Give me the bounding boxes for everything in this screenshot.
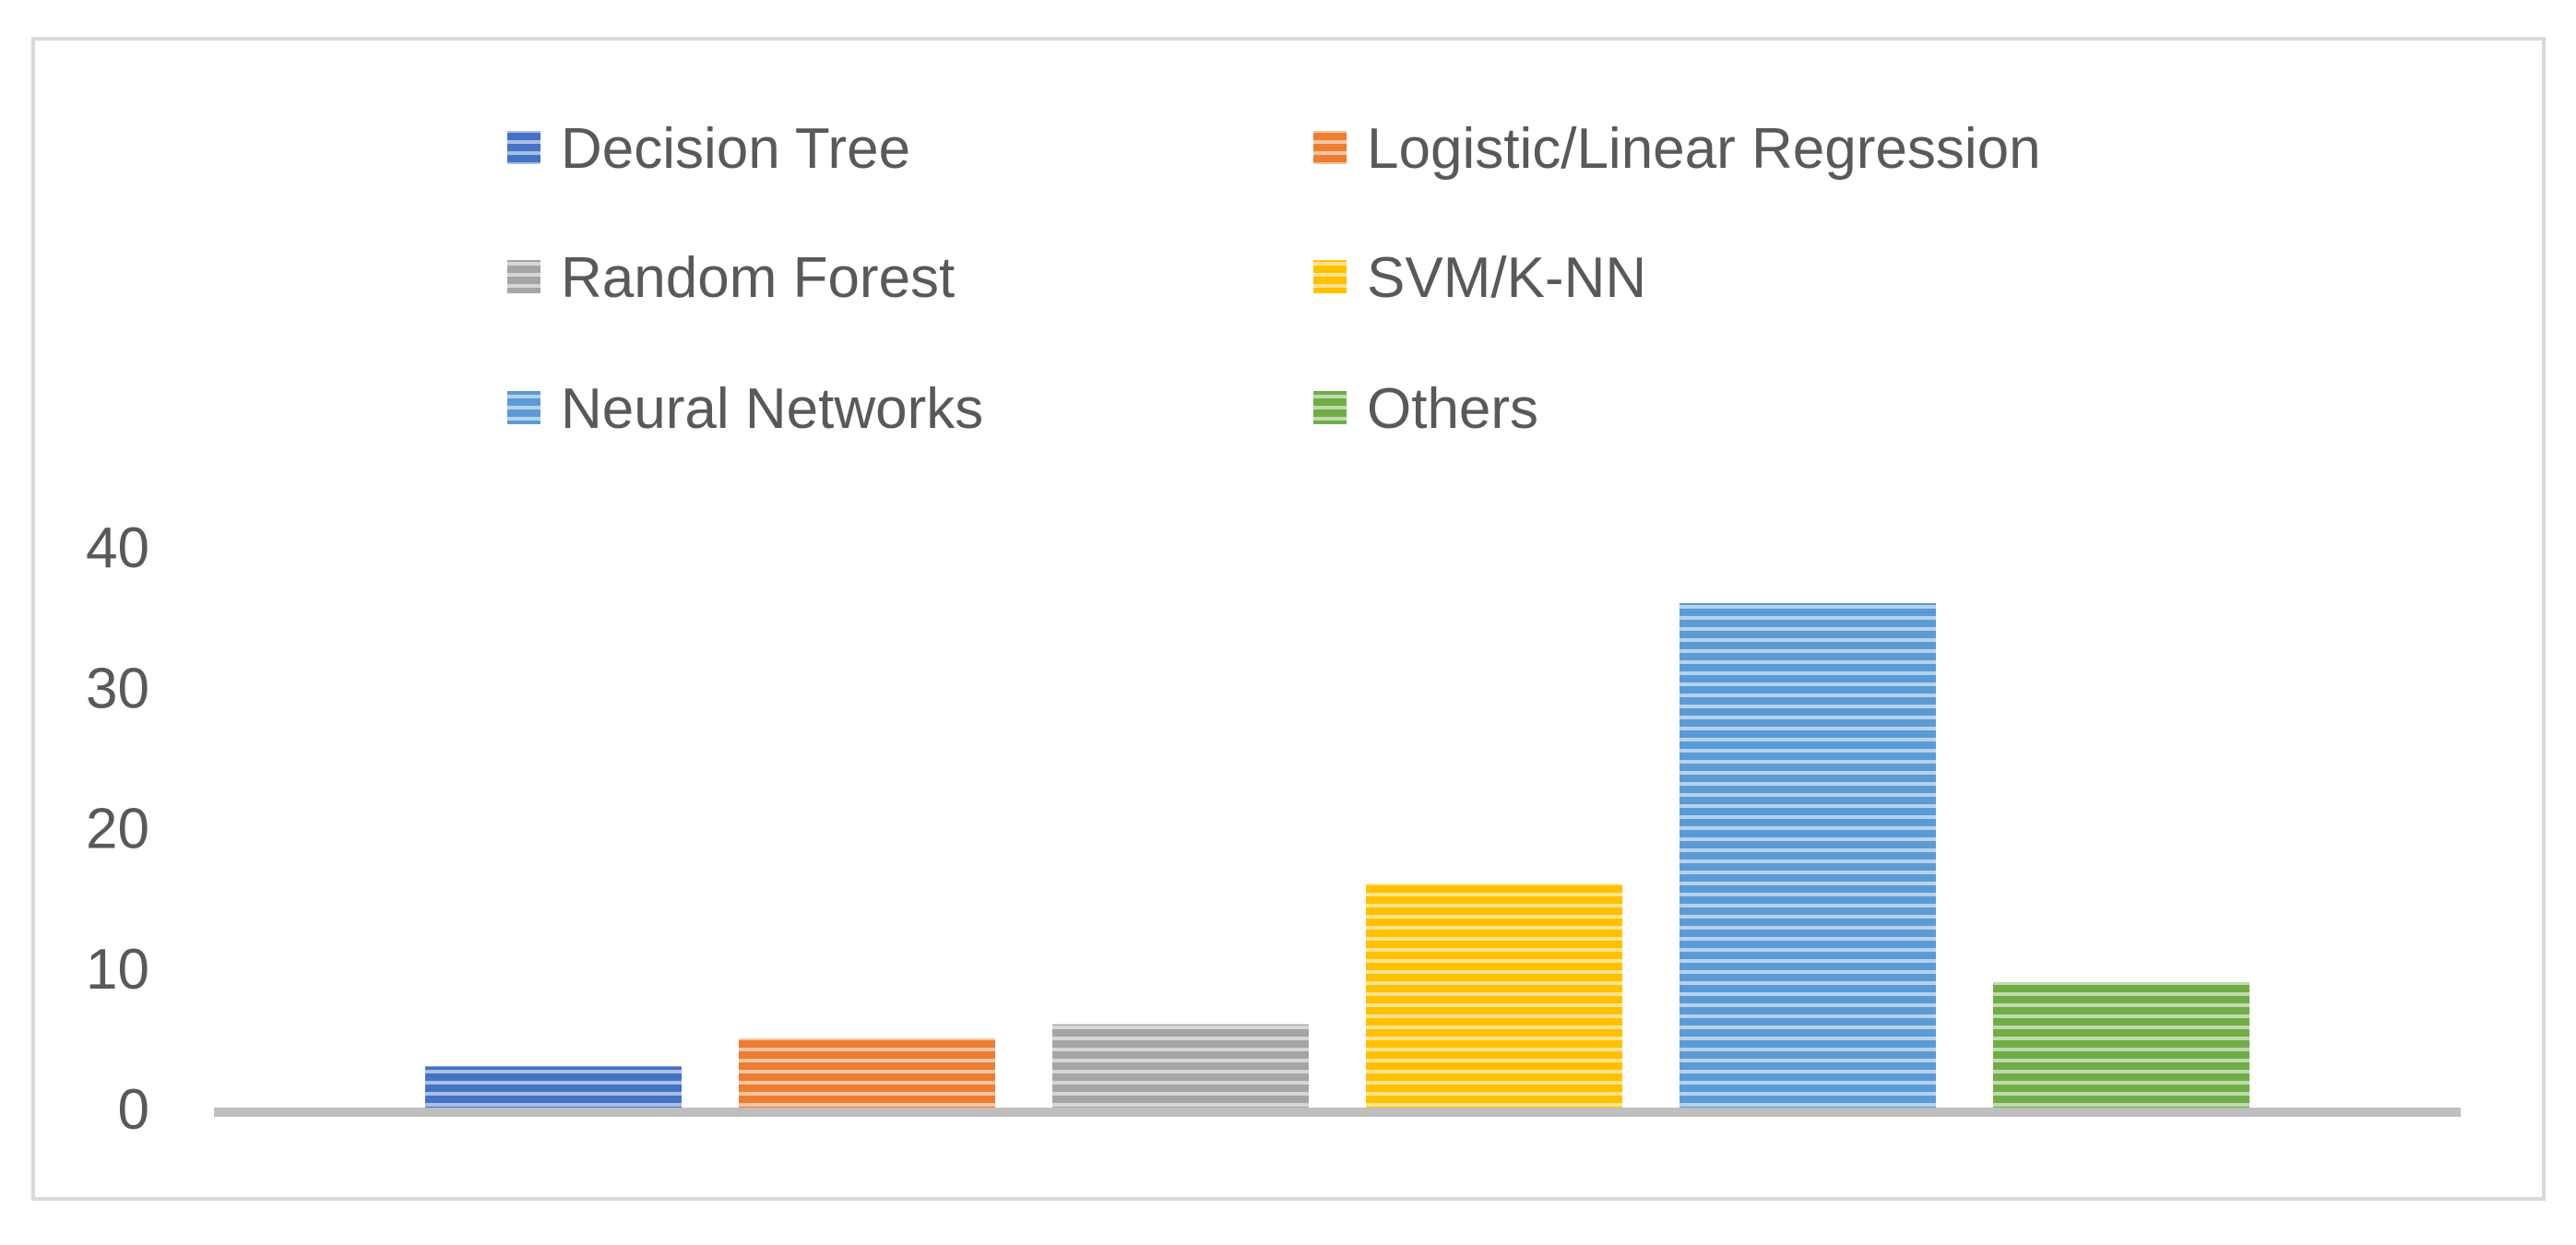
legend-item: SVM/K-NN <box>1313 246 1646 310</box>
legend-label: SVM/K-NN <box>1367 246 1646 310</box>
legend-swatch <box>507 260 540 293</box>
legend-item: Random Forest <box>507 246 955 310</box>
y-tick-label: 10 <box>86 938 149 1002</box>
legend-label: Logistic/Linear Regression <box>1367 117 2041 181</box>
y-tick-label: 30 <box>86 657 149 720</box>
legend-item: Others <box>1313 377 1538 441</box>
bar-neural-networks <box>1680 602 1936 1109</box>
y-tick-label: 20 <box>86 798 149 861</box>
y-tick-label: 40 <box>86 516 149 580</box>
bar-logistic-linear-regression <box>739 1038 995 1109</box>
legend-swatch <box>1313 260 1347 293</box>
legend-item: Neural Networks <box>507 377 983 441</box>
y-axis: 0 10 20 30 40 <box>86 516 149 1142</box>
legend: Decision Tree Logistic/Linear Regression R… <box>507 117 2041 441</box>
legend-swatch <box>1313 391 1347 424</box>
bar-decision-tree <box>425 1066 682 1109</box>
bar-others <box>1993 981 2250 1109</box>
y-tick-label: 0 <box>118 1078 149 1142</box>
legend-swatch <box>1313 131 1347 164</box>
legend-swatch <box>507 131 540 164</box>
legend-item: Decision Tree <box>507 117 910 181</box>
bars <box>425 602 2250 1109</box>
legend-label: Random Forest <box>561 246 955 310</box>
legend-label: Decision Tree <box>561 117 910 181</box>
legend-label: Others <box>1367 377 1538 441</box>
legend-item: Logistic/Linear Regression <box>1313 117 2041 181</box>
bar-svm-k-nn <box>1366 883 1622 1109</box>
legend-label: Neural Networks <box>561 377 983 441</box>
bar-random-forest <box>1052 1024 1309 1109</box>
legend-swatch <box>507 391 540 424</box>
